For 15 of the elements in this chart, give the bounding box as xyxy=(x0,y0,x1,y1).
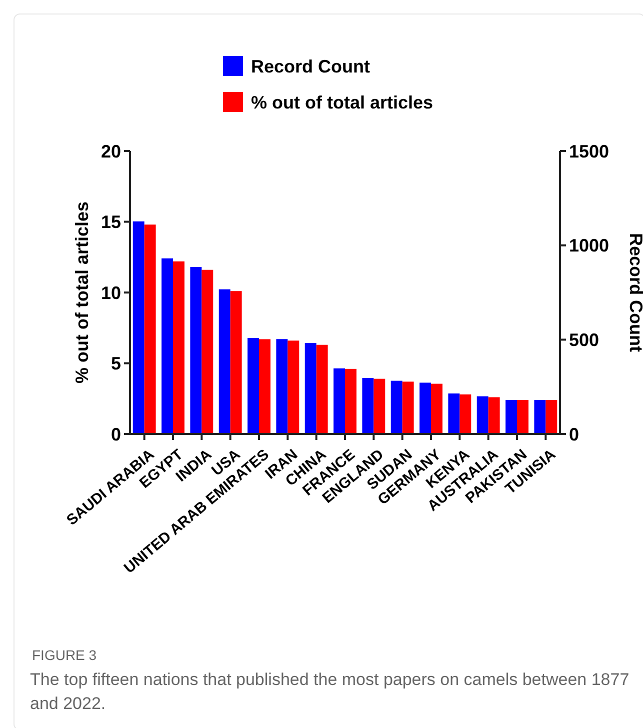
y2-tick-label: 0 xyxy=(569,424,580,444)
y-axis-title: % out of total articles xyxy=(72,201,92,384)
legend-label: Record Count xyxy=(251,56,370,76)
y2-tick-label: 1500 xyxy=(569,141,610,162)
y2-tick-label: 1000 xyxy=(569,236,610,256)
y2-axis-title: Record Count xyxy=(626,233,643,352)
y-tick-label: 0 xyxy=(110,424,121,444)
y-tick-label: 20 xyxy=(100,141,121,162)
y-tick-label: 5 xyxy=(110,354,121,374)
y-tick-label: 10 xyxy=(100,282,121,303)
text: The top fifteen nations that published the most papers on camels between 1877 and 2022. xyxy=(30,669,630,715)
caption: FIGURE 3 xyxy=(32,647,97,663)
y-tick-label: 15 xyxy=(100,212,121,232)
y2-tick-label: 500 xyxy=(569,330,600,350)
legend-label: % out of total articles xyxy=(251,92,434,112)
